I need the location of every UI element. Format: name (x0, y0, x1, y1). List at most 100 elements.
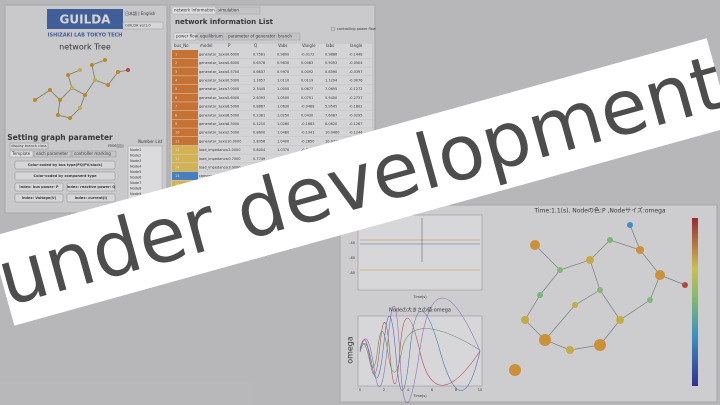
cell: generator_1axis (199, 52, 227, 56)
color-button[interactable] (14, 171, 116, 181)
main-tab-label: simulation (218, 8, 239, 13)
column-header: Iabs (326, 43, 334, 48)
color-button[interactable] (66, 182, 116, 192)
y-tick-label: -40 (349, 241, 355, 245)
row-marker (172, 67, 198, 76)
cell: generator_1axis (199, 70, 227, 74)
y-tick-label: -60 (349, 256, 355, 260)
tree-title: network Tree (59, 43, 111, 52)
cell: generator_1axis (199, 131, 227, 135)
cell: 0.9800 (277, 52, 289, 56)
cell: 1.0370 (277, 148, 289, 152)
cell: generator_1axis (199, 139, 227, 143)
cell: 1.0630 (277, 105, 289, 109)
y-tick-label: -80 (349, 271, 355, 275)
color-button[interactable] (66, 193, 116, 203)
logo-text: GUILDA (60, 13, 112, 27)
cell: load_impedance (199, 157, 228, 161)
left-tab-label: each parameter (36, 151, 68, 156)
x-axis-label: Time(s) (412, 295, 427, 299)
number-list-item: Node3 (130, 159, 141, 163)
cell: 5.9545 (325, 105, 337, 109)
cell: load_impedance (199, 148, 228, 152)
version-box (122, 21, 164, 30)
cell: 7 (175, 105, 177, 109)
cell: 16 (175, 183, 179, 187)
sub-tab[interactable] (225, 32, 275, 41)
cell: 0.7749 (253, 157, 265, 161)
cell: -0.2850 (301, 139, 315, 143)
cell: 0.5000 (227, 78, 239, 82)
sub-tab[interactable] (275, 32, 301, 41)
color-button[interactable] (14, 193, 64, 203)
tree-nodes (33, 58, 130, 120)
cell: 10.0460 (325, 131, 339, 135)
x-axis-label: Time(s) (412, 394, 427, 398)
left-tab[interactable] (71, 150, 117, 158)
sub-tab-label: parameter of generator (228, 34, 276, 39)
cell: 0.0751 (301, 96, 313, 100)
cell: -0.1802 (349, 105, 363, 109)
sub-tab[interactable] (173, 32, 197, 41)
cell: generator_1axis (199, 87, 227, 91)
row-marker (172, 76, 198, 85)
display-button[interactable] (9, 142, 49, 150)
colorbar (692, 218, 698, 386)
row-marker (172, 110, 198, 120)
row-marker (172, 163, 198, 172)
cell: -3.0000 (227, 165, 241, 169)
cell: 5.6000 (227, 96, 239, 100)
cell: 10.0730 (325, 139, 339, 143)
column-header: Iangle (350, 43, 363, 48)
sub-tab-label: power flow (176, 34, 199, 39)
cell: -0.7000 (227, 157, 241, 161)
cell: 0.0092 (301, 70, 313, 74)
cell: -0.1244 (349, 131, 363, 135)
row-marker (172, 128, 198, 137)
color-button-label: Color-coded by bus type(PQ/PV/slack) (28, 163, 103, 167)
cell: 0.0083 (301, 61, 313, 65)
cell: 0.9970 (277, 70, 289, 74)
lab-name: ISHIZAKI LAB TOKYO TECH (48, 33, 123, 39)
cell: 0.6578 (253, 61, 265, 65)
cell: generator_1axis (199, 61, 227, 65)
color-button[interactable] (14, 160, 116, 170)
left-tab[interactable] (33, 150, 72, 158)
cell: 11 (175, 139, 179, 143)
cell: 8.3000 (227, 122, 239, 126)
row-marker (172, 102, 198, 111)
column-header: bus_No (174, 43, 189, 48)
row-marker (172, 93, 198, 102)
cell: 0.1210 (253, 122, 265, 126)
cell: 1.1657 (253, 78, 265, 82)
main-tab-label: network information (174, 8, 215, 13)
left-tab[interactable] (9, 150, 34, 158)
setting-title: Setting graph parameter (7, 133, 113, 142)
color-button-label: index: current(I) (75, 196, 108, 200)
cell: -0.1683 (301, 122, 315, 126)
cell: -0.0397 (349, 70, 363, 74)
cell: 6.5000 (227, 105, 239, 109)
color-button[interactable] (14, 182, 64, 192)
cell: 1 (175, 52, 177, 56)
cell: 0.8590 (325, 70, 337, 74)
plot-title: Nodeの大きさの値:omega (389, 307, 451, 314)
row-marker (172, 154, 198, 163)
left-tab-label: Template (11, 151, 31, 156)
number-list-item: Node1 (130, 148, 141, 152)
main-tab[interactable] (215, 6, 261, 15)
cell: 0.8004 (253, 148, 266, 152)
cell: generator_1axis (199, 78, 227, 82)
number-list-title: Number List (138, 139, 163, 144)
cell: 1.1294 (325, 78, 338, 82)
cell: 10 (175, 131, 179, 135)
cell: 15 (175, 174, 179, 178)
checkbox[interactable] (330, 26, 336, 32)
cell: 1.0110 (277, 78, 289, 82)
row-marker (172, 145, 198, 154)
reset-toggle[interactable] (116, 144, 124, 148)
sub-tab[interactable] (197, 32, 225, 41)
cell: 0.9830 (277, 61, 289, 65)
cell: 1.0000 (277, 87, 289, 91)
cell: -0.1272 (349, 87, 363, 91)
